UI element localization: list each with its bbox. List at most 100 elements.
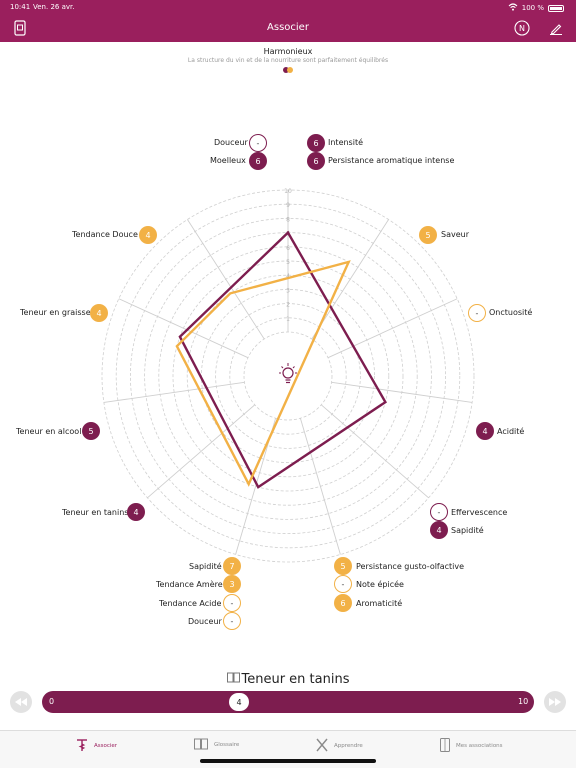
slider-title: Teneur en tanins	[241, 672, 350, 687]
corkscrew-icon	[76, 738, 88, 754]
page-title: Associer	[267, 22, 309, 33]
n-logo-icon[interactable]: N	[513, 19, 531, 37]
chart-grid	[101, 189, 475, 563]
tick-label: 5	[286, 259, 290, 266]
book-icon	[194, 738, 208, 752]
label-saveur: Saveur	[441, 230, 469, 239]
badge-tendance-douce[interactable]: 4	[139, 226, 157, 244]
grid-ring	[243, 331, 333, 421]
badge-tendance-acide[interactable]: -	[223, 594, 241, 612]
tick-label: 9	[286, 202, 290, 209]
lightbulb-icon	[279, 363, 297, 384]
tick-label: 8	[286, 216, 290, 223]
label-teneur-graisse: Teneur en graisse	[20, 308, 91, 317]
badge-onctuosite[interactable]: -	[468, 304, 486, 322]
label-douceur-top: Douceur	[214, 138, 248, 147]
tick-label: 2	[286, 302, 290, 309]
pencil-icon[interactable]	[547, 19, 565, 37]
badge-acidite[interactable]: 4	[476, 422, 494, 440]
label-aromaticite: Aromaticité	[356, 599, 403, 608]
grid-spoke	[331, 381, 473, 403]
status-right: 100 %	[508, 3, 564, 13]
badge-note-epicee[interactable]: -	[334, 575, 352, 593]
badge-saveur[interactable]: 5	[419, 226, 437, 244]
slider-heading: Teneur en tanins	[0, 672, 576, 687]
battery-icon	[548, 4, 564, 12]
slider-max: 10	[518, 697, 529, 706]
tick-label: 3	[286, 287, 290, 294]
status-bar: 10:41 Ven. 26 avr. 100 %	[0, 0, 576, 14]
badge-aromaticite[interactable]: 6	[334, 594, 352, 612]
wine-label-icon[interactable]	[11, 19, 29, 37]
food-dot	[287, 67, 293, 73]
label-teneur-tanins: Teneur en tanins	[62, 508, 129, 517]
grid-ring	[115, 203, 461, 549]
tanins-slider[interactable]	[42, 691, 534, 713]
label-onctuosite: Onctuosité	[489, 308, 533, 317]
tick-label: 1	[286, 316, 290, 323]
grid-ring	[229, 317, 347, 435]
badge-intensite[interactable]: 6	[307, 134, 325, 152]
label-tendance-acide: Tendance Acide	[159, 599, 222, 608]
slider-thumb[interactable]: 4	[229, 693, 249, 711]
tab-glossaire[interactable]: Glossaire	[194, 738, 239, 752]
tab-mes-associations[interactable]: Mes associations	[440, 738, 503, 754]
label-tendance-douce: Tendance Douce	[72, 230, 138, 239]
tick-label: 10	[284, 188, 292, 195]
status-date: Ven. 26 avr.	[33, 3, 75, 11]
label-tendance-amere: Tendance Amère	[156, 580, 223, 589]
series-wine	[178, 230, 387, 489]
book-icon	[226, 672, 240, 687]
badge-teneur-graisse[interactable]: 4	[90, 304, 108, 322]
home-indicator	[200, 759, 376, 763]
badge-douceur-top[interactable]: -	[249, 134, 267, 152]
label-moelleux: Moelleux	[210, 156, 246, 165]
grid-spoke	[118, 298, 249, 359]
label-sapidite-right: Sapidité	[451, 526, 484, 535]
tab-label-apprendre: Apprendre	[334, 743, 363, 749]
rewind-button[interactable]	[10, 691, 32, 713]
badge-douceur-bottom[interactable]: -	[223, 612, 241, 630]
tab-apprendre[interactable]: Apprendre	[316, 738, 363, 754]
badge-tendance-amere[interactable]: 3	[223, 575, 241, 593]
grid-spoke	[299, 418, 341, 555]
harmony-subtitle: La structure du vin et de la nourriture …	[187, 57, 389, 64]
series-food	[175, 260, 351, 487]
badge-teneur-alcool[interactable]: 5	[82, 422, 100, 440]
grid-spoke	[327, 298, 458, 359]
wifi-icon	[508, 3, 518, 13]
badge-persistance-aromatique[interactable]: 6	[307, 152, 325, 170]
grid-spoke	[103, 381, 245, 403]
tab-label-glossaire: Glossaire	[214, 742, 240, 748]
status-time: 10:41	[10, 3, 31, 11]
label-note-epicee: Note épicée	[356, 580, 404, 589]
badge-persistance-gusto[interactable]: 5	[334, 557, 352, 575]
harmony-title: Harmonieux	[263, 47, 313, 56]
label-douceur-bottom: Douceur	[188, 617, 222, 626]
chart-series	[175, 230, 387, 489]
fast-forward-button[interactable]	[544, 691, 566, 713]
tick-label: 6	[286, 245, 290, 252]
label-acidite: Acidité	[497, 427, 525, 436]
tick-label: 4	[286, 273, 290, 280]
tab-associer[interactable]: Associer	[76, 738, 117, 754]
label-persistance-gusto: Persistance gusto-olfactive	[356, 562, 465, 571]
label-persistance-aromatique: Persistance aromatique intense	[328, 156, 455, 165]
grid-spoke	[311, 219, 389, 340]
grid-spoke	[187, 219, 265, 340]
badge-sapidite-left[interactable]: 7	[223, 557, 241, 575]
grid-ring	[158, 246, 418, 506]
badge-effervescence[interactable]: -	[430, 503, 448, 521]
badge-sapidite-right[interactable]: 4	[430, 521, 448, 539]
badge-moelleux[interactable]: 6	[249, 152, 267, 170]
label-sapidite-left: Sapidité	[189, 562, 222, 571]
tab-label-associer: Associer	[94, 743, 118, 749]
label-effervescence: Effervescence	[451, 508, 508, 517]
harmony-dots	[283, 67, 293, 73]
badge-teneur-tanins[interactable]: 4	[127, 503, 145, 521]
label-intensite: Intensité	[328, 138, 364, 147]
nav-bar: Associer N	[0, 14, 576, 42]
grid-ring	[186, 274, 390, 478]
battery-percent: 100 %	[521, 4, 544, 12]
